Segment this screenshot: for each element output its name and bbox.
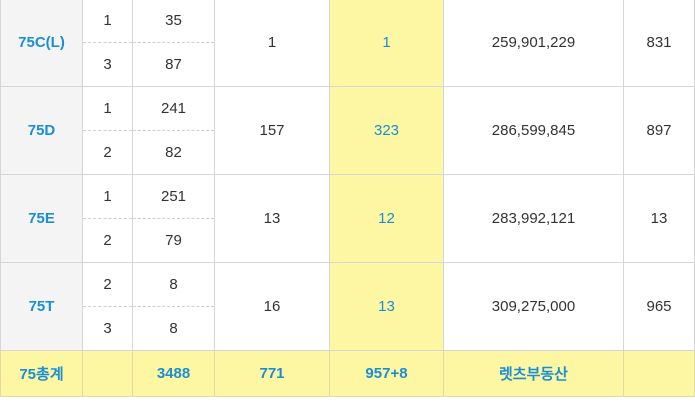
col7-cell: 831 [623, 0, 695, 87]
table-row: 2 82 [1, 130, 695, 175]
highlight-cell: 1 [329, 0, 444, 87]
col4-cell: 1 [214, 0, 330, 87]
sub-cell: 3 [82, 42, 133, 87]
col4-cell: 157 [214, 86, 330, 175]
total-row: 75총계 3488 771 957+8 렛츠부동산 [0, 350, 695, 397]
col7-cell: 965 [623, 262, 695, 351]
price-cell: 259,901,229 [443, 0, 624, 87]
sub-cell: 2 [82, 262, 133, 307]
sub-cell: 2 [82, 218, 133, 263]
col4-cell: 13 [214, 174, 330, 263]
total-sub [82, 350, 133, 397]
highlight-cell: 323 [329, 86, 444, 175]
unit-type-cell: 75D [0, 86, 83, 175]
total-label: 75총계 [0, 350, 83, 397]
highlight-cell: 13 [329, 262, 444, 351]
unit-type-cell: 75T [0, 262, 83, 351]
count-cell: 87 [132, 42, 215, 87]
highlight-cell: 12 [329, 174, 444, 263]
count-cell: 82 [132, 130, 215, 175]
table-row: 75D 1 241 157 323 286,599,845 897 [0, 86, 695, 175]
total-col5: 957+8 [329, 350, 444, 397]
table-row: 2 79 [1, 218, 695, 263]
col7-cell: 13 [623, 174, 695, 263]
count-cell: 251 [132, 174, 215, 219]
table-row: 75E 1 251 13 12 283,992,121 13 [0, 174, 695, 263]
count-cell: 35 [132, 0, 215, 43]
price-cell: 309,275,000 [443, 262, 624, 351]
sub-cell: 3 [82, 306, 133, 351]
table-row: 75C(L) 1 35 1 1 259,901,229 831 [0, 0, 695, 87]
sub-cell: 1 [82, 86, 133, 131]
count-cell: 8 [132, 306, 215, 351]
total-col4: 771 [214, 350, 330, 397]
sub-cell: 1 [82, 174, 133, 219]
total-col7 [623, 350, 695, 397]
table-row: 3 8 [1, 306, 695, 351]
col4-cell: 16 [214, 262, 330, 351]
competition-table: 75C(L) 1 35 1 1 259,901,229 831 3 87 75D… [0, 0, 695, 397]
price-cell: 283,992,121 [443, 174, 624, 263]
unit-type-cell: 75E [0, 174, 83, 263]
count-cell: 79 [132, 218, 215, 263]
count-cell: 241 [132, 86, 215, 131]
price-cell: 286,599,845 [443, 86, 624, 175]
table-row: 3 87 [1, 42, 695, 87]
count-cell: 8 [132, 262, 215, 307]
sub-cell: 1 [82, 0, 133, 43]
unit-type-cell: 75C(L) [0, 0, 83, 87]
sub-cell: 2 [82, 130, 133, 175]
col7-cell: 897 [623, 86, 695, 175]
total-watermark: 렛츠부동산 [443, 350, 624, 397]
table-row: 75T 2 8 16 13 309,275,000 965 [0, 262, 695, 351]
total-count: 3488 [132, 350, 215, 397]
